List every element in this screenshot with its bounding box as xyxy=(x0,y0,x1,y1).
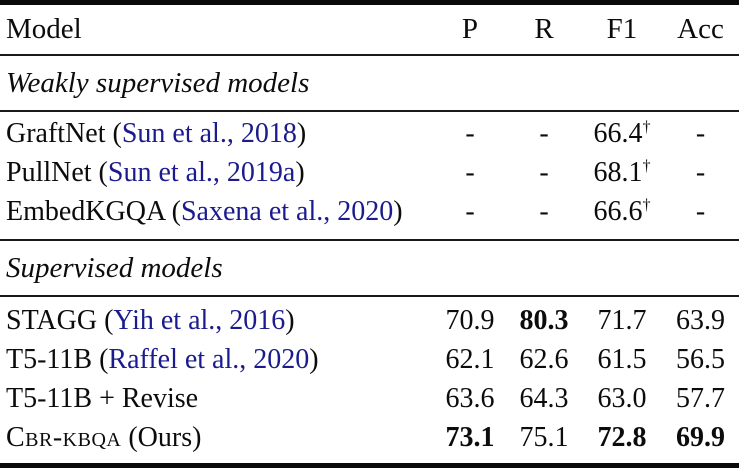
section-row-weakly-supervised: Weakly supervised models xyxy=(0,56,739,110)
accuracy-value: - xyxy=(695,195,706,227)
top-rule xyxy=(0,0,739,5)
dagger-mark: † xyxy=(642,117,651,136)
precision-value: - xyxy=(465,195,475,227)
model-name-text: ) xyxy=(296,117,307,149)
citation-link[interactable]: Sun et al., 2018 xyxy=(121,117,297,149)
recall-value: - xyxy=(539,117,549,149)
f1-value: 61.5 xyxy=(597,343,647,375)
f1-value: 66.6† xyxy=(582,196,662,228)
precision-value: 63.6 xyxy=(445,382,495,414)
precision-value-best: 73.1 xyxy=(445,421,495,453)
table-row-cbr-kbqa: Cbr-kbqa (Ours) 73.1 75.1 72.8 69.9 xyxy=(0,418,739,457)
model-name: T5-11B (Raffel et al., 2020) xyxy=(0,344,434,376)
accuracy-value: - xyxy=(695,156,706,188)
accuracy-value: - xyxy=(695,117,706,149)
model-name-text: ) xyxy=(295,156,305,188)
accuracy-value-best: 69.9 xyxy=(676,421,725,453)
f1-number: 68.1 xyxy=(593,156,643,188)
model-name-text: ) xyxy=(285,304,295,336)
citation-link[interactable]: Raffel et al., 2020 xyxy=(108,343,310,375)
model-name-text: (Ours) xyxy=(121,421,202,453)
citation-link[interactable]: Yih et al., 2016 xyxy=(113,304,286,336)
recall-value: 62.6 xyxy=(519,343,569,375)
model-name-text: EmbedKGQA ( xyxy=(6,195,181,227)
weakly-supervised-rows: GraftNet (Sun et al., 2018) - - 66.4† - … xyxy=(0,112,739,239)
precision-value: - xyxy=(465,117,475,149)
model-name-text: T5-11B + Revise xyxy=(6,382,199,414)
recall-value: 75.1 xyxy=(519,421,569,453)
table-row-t5-11b: T5-11B (Raffel et al., 2020) 62.1 62.6 6… xyxy=(0,340,739,379)
section-rule xyxy=(0,295,739,297)
model-name: GraftNet (Sun et al., 2018) xyxy=(0,118,434,150)
table-row-graftnet: GraftNet (Sun et al., 2018) - - 66.4† - xyxy=(0,114,739,153)
precision-value: 70.9 xyxy=(445,304,495,336)
f1-value: 71.7 xyxy=(597,304,647,336)
section-title: Supervised models xyxy=(6,251,223,284)
header-rule xyxy=(0,54,739,56)
f1-value: 66.4† xyxy=(582,118,662,150)
section-row-supervised: Supervised models xyxy=(0,241,739,295)
column-header-model: Model xyxy=(6,13,82,45)
recall-value-best: 80.3 xyxy=(519,304,569,336)
model-name: T5-11B + Revise xyxy=(0,383,434,415)
model-name-text: PullNet ( xyxy=(6,156,108,188)
section-rule xyxy=(0,239,739,241)
table-header-row: Model P R F1 Acc xyxy=(0,5,739,54)
model-name-text: ) xyxy=(393,195,403,227)
column-header-precision: P xyxy=(461,13,479,45)
model-name-text: STAGG ( xyxy=(6,304,114,336)
table-row-embedkgqa: EmbedKGQA (Saxena et al., 2020) - - 66.6… xyxy=(0,192,739,231)
model-name: PullNet (Sun et al., 2019a) xyxy=(0,157,434,189)
column-header-recall: R xyxy=(534,13,554,45)
table-row-stagg: STAGG (Yih et al., 2016) 70.9 80.3 71.7 … xyxy=(0,301,739,340)
model-name-text: ) xyxy=(309,343,319,375)
supervised-rows: STAGG (Yih et al., 2016) 70.9 80.3 71.7 … xyxy=(0,297,739,463)
recall-value: 64.3 xyxy=(519,382,569,414)
dagger-mark: † xyxy=(642,195,651,214)
dagger-mark: † xyxy=(642,156,651,175)
section-title: Weakly supervised models xyxy=(6,66,310,99)
model-name-smallcaps: Cbr-kbqa xyxy=(6,421,122,453)
f1-number: 66.4 xyxy=(593,117,643,149)
column-header-accuracy: Acc xyxy=(677,13,724,45)
model-name-text: T5-11B ( xyxy=(6,343,109,375)
recall-value: - xyxy=(539,156,549,188)
accuracy-value: 56.5 xyxy=(676,343,725,375)
table-row-pullnet: PullNet (Sun et al., 2019a) - - 68.1† - xyxy=(0,153,739,192)
model-name: EmbedKGQA (Saxena et al., 2020) xyxy=(0,196,434,228)
recall-value: - xyxy=(539,195,549,227)
precision-value: - xyxy=(465,156,475,188)
f1-number: 66.6 xyxy=(593,195,643,227)
model-name: Cbr-kbqa (Ours) xyxy=(0,422,434,454)
table-row-t5-11b-revise: T5-11B + Revise 63.6 64.3 63.0 57.7 xyxy=(0,379,739,418)
citation-link[interactable]: Saxena et al., 2020 xyxy=(180,195,394,227)
model-name-text: GraftNet ( xyxy=(6,117,122,149)
column-header-f1: F1 xyxy=(606,13,638,45)
model-name: STAGG (Yih et al., 2016) xyxy=(0,305,434,337)
f1-value: 68.1† xyxy=(582,157,662,189)
citation-link[interactable]: Sun et al., 2019a xyxy=(107,156,296,188)
f1-value-best: 72.8 xyxy=(597,421,647,453)
bottom-rule xyxy=(0,463,739,468)
f1-value: 63.0 xyxy=(597,382,647,414)
precision-value: 62.1 xyxy=(445,343,495,375)
section-rule xyxy=(0,110,739,112)
accuracy-value: 63.9 xyxy=(676,304,725,336)
accuracy-value: 57.7 xyxy=(676,382,725,414)
